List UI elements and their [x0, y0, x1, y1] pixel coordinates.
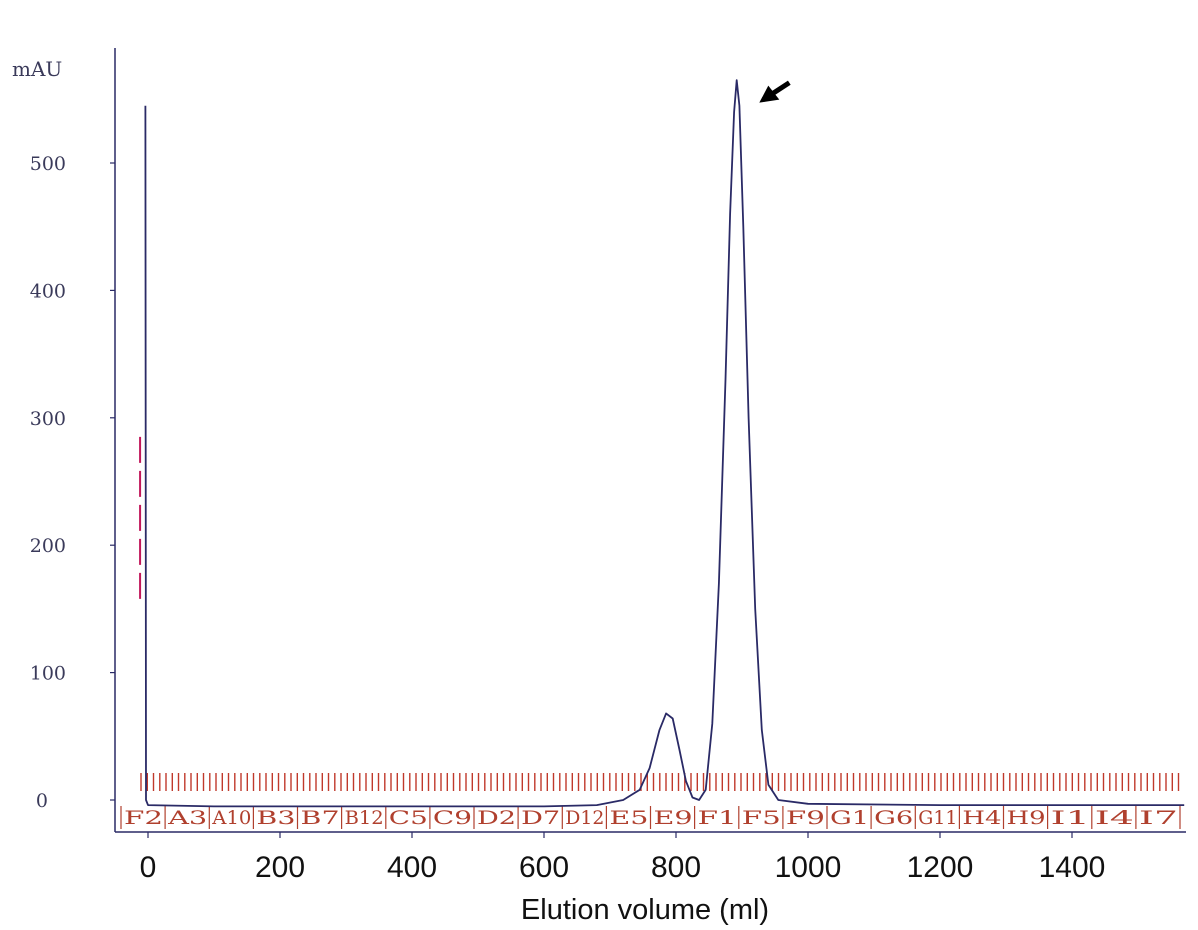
x-axis-label: Elution volume (ml)	[521, 894, 769, 926]
x-axis-ticks: 0 200 400 600 800 1000 1200 1400	[140, 832, 1106, 884]
fraction-label: I4	[1095, 807, 1134, 829]
y-axis-label: mAU	[12, 57, 62, 81]
fraction-label: G1	[830, 807, 869, 829]
fraction-label: D7	[521, 807, 560, 829]
fraction-label: I7	[1139, 807, 1178, 829]
x-tick-label: 1400	[1039, 851, 1106, 884]
peak-arrow-head	[759, 85, 780, 103]
fraction-label: B7	[301, 807, 340, 829]
y-tick-label: 300	[30, 408, 66, 430]
fraction-label: A10	[211, 807, 251, 829]
fraction-label: E9	[654, 807, 693, 829]
y-axis-ticks: 0 100 200 300 400 500	[30, 153, 115, 812]
series-layer	[144, 79, 1185, 808]
annotation-layer	[139, 80, 791, 603]
fraction-label: B12	[345, 807, 384, 829]
fraction-label: F1	[698, 807, 737, 829]
fraction-label: B3	[256, 807, 295, 829]
fraction-label: F9	[786, 807, 825, 829]
x-tick-label: 200	[255, 851, 305, 884]
x-tick-label: 400	[387, 851, 437, 884]
y-tick-label: 100	[30, 663, 66, 685]
axes	[114, 48, 1186, 833]
absorbance-trace	[144, 79, 1185, 808]
fraction-label: D12	[565, 807, 604, 829]
fraction-label: G11	[918, 807, 957, 829]
fraction-label-row: F2 A3 A10 B3 B7 B12 C5 C9 D2 D7 D12 E5 E9 F1 F5 F9 G1 G6 G…	[120, 806, 1181, 829]
fraction-label: H9	[1007, 807, 1046, 829]
x-tick-label: 800	[651, 851, 701, 884]
fraction-label: A3	[167, 807, 208, 829]
x-tick-label: 0	[140, 851, 157, 884]
fraction-label: F2	[124, 807, 163, 829]
fraction-label: H4	[962, 807, 1001, 829]
y-tick-label: 0	[36, 790, 48, 812]
x-tick-label: 1200	[907, 851, 974, 884]
y-tick-label: 400	[30, 280, 66, 302]
fraction-label: I1	[1051, 807, 1090, 829]
fraction-label: F5	[742, 807, 781, 829]
fraction-label: G6	[874, 807, 913, 829]
fraction-label: C5	[389, 807, 428, 829]
fraction-label: D2	[477, 807, 516, 829]
fraction-label: E5	[609, 807, 648, 829]
fraction-label: C9	[433, 807, 472, 829]
x-tick-label: 600	[519, 851, 569, 884]
x-tick-label: 1000	[775, 851, 842, 884]
fraction-tick-band	[140, 773, 1180, 791]
y-tick-label: 200	[30, 535, 66, 557]
y-tick-label: 500	[30, 153, 66, 175]
